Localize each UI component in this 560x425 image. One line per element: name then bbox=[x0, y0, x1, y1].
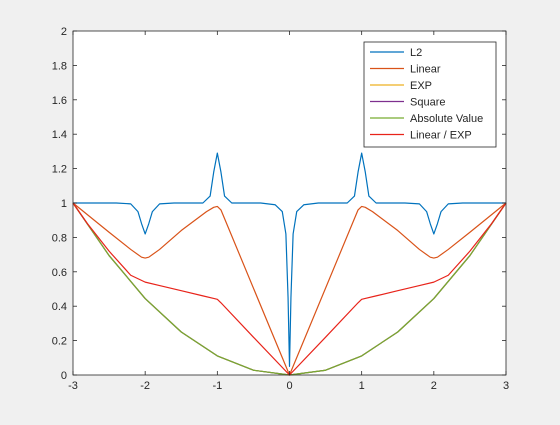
x-tick-label: 0 bbox=[286, 380, 292, 392]
x-tick-label: 3 bbox=[503, 380, 509, 392]
y-tick-label: 1.8 bbox=[52, 60, 67, 72]
legend-label: Square bbox=[410, 97, 445, 109]
y-tick-label: 0.2 bbox=[52, 336, 67, 348]
legend-label: Linear / EXP bbox=[410, 130, 472, 142]
y-tick-label: 2 bbox=[61, 26, 67, 38]
legend-label: Absolute Value bbox=[410, 113, 483, 125]
legend: L2 Linear EXP Square Absolute Value Linear / … bbox=[363, 41, 497, 148]
y-tick-label: 1 bbox=[61, 198, 67, 210]
legend-label: EXP bbox=[410, 80, 432, 92]
x-tick-label: 1 bbox=[359, 380, 365, 392]
x-tick-label: -1 bbox=[212, 380, 222, 392]
series-line-0 bbox=[73, 152, 506, 367]
y-tick-label: 0.6 bbox=[52, 267, 67, 279]
y-tick-label: 0 bbox=[61, 370, 67, 382]
y-tick-label: 1.2 bbox=[52, 164, 67, 176]
x-tick-label: -2 bbox=[140, 380, 150, 392]
x-tick-label: -3 bbox=[68, 380, 78, 392]
y-tick-label: 1.6 bbox=[52, 95, 67, 107]
y-tick-label: 1.4 bbox=[52, 129, 67, 141]
legend-label: L2 bbox=[410, 47, 422, 59]
y-tick-label: 0.4 bbox=[52, 301, 67, 313]
legend-label: Linear bbox=[410, 64, 441, 76]
axes: -3 -2 -1 0 1 2 3 0 0.2 0.4 0.6 0.8 1 1.2 1.4 1.6 1.8 2 bbox=[52, 26, 509, 392]
x-tick-label: 2 bbox=[431, 380, 437, 392]
y-tick-label: 0.8 bbox=[52, 232, 67, 244]
legend-box bbox=[363, 41, 497, 148]
